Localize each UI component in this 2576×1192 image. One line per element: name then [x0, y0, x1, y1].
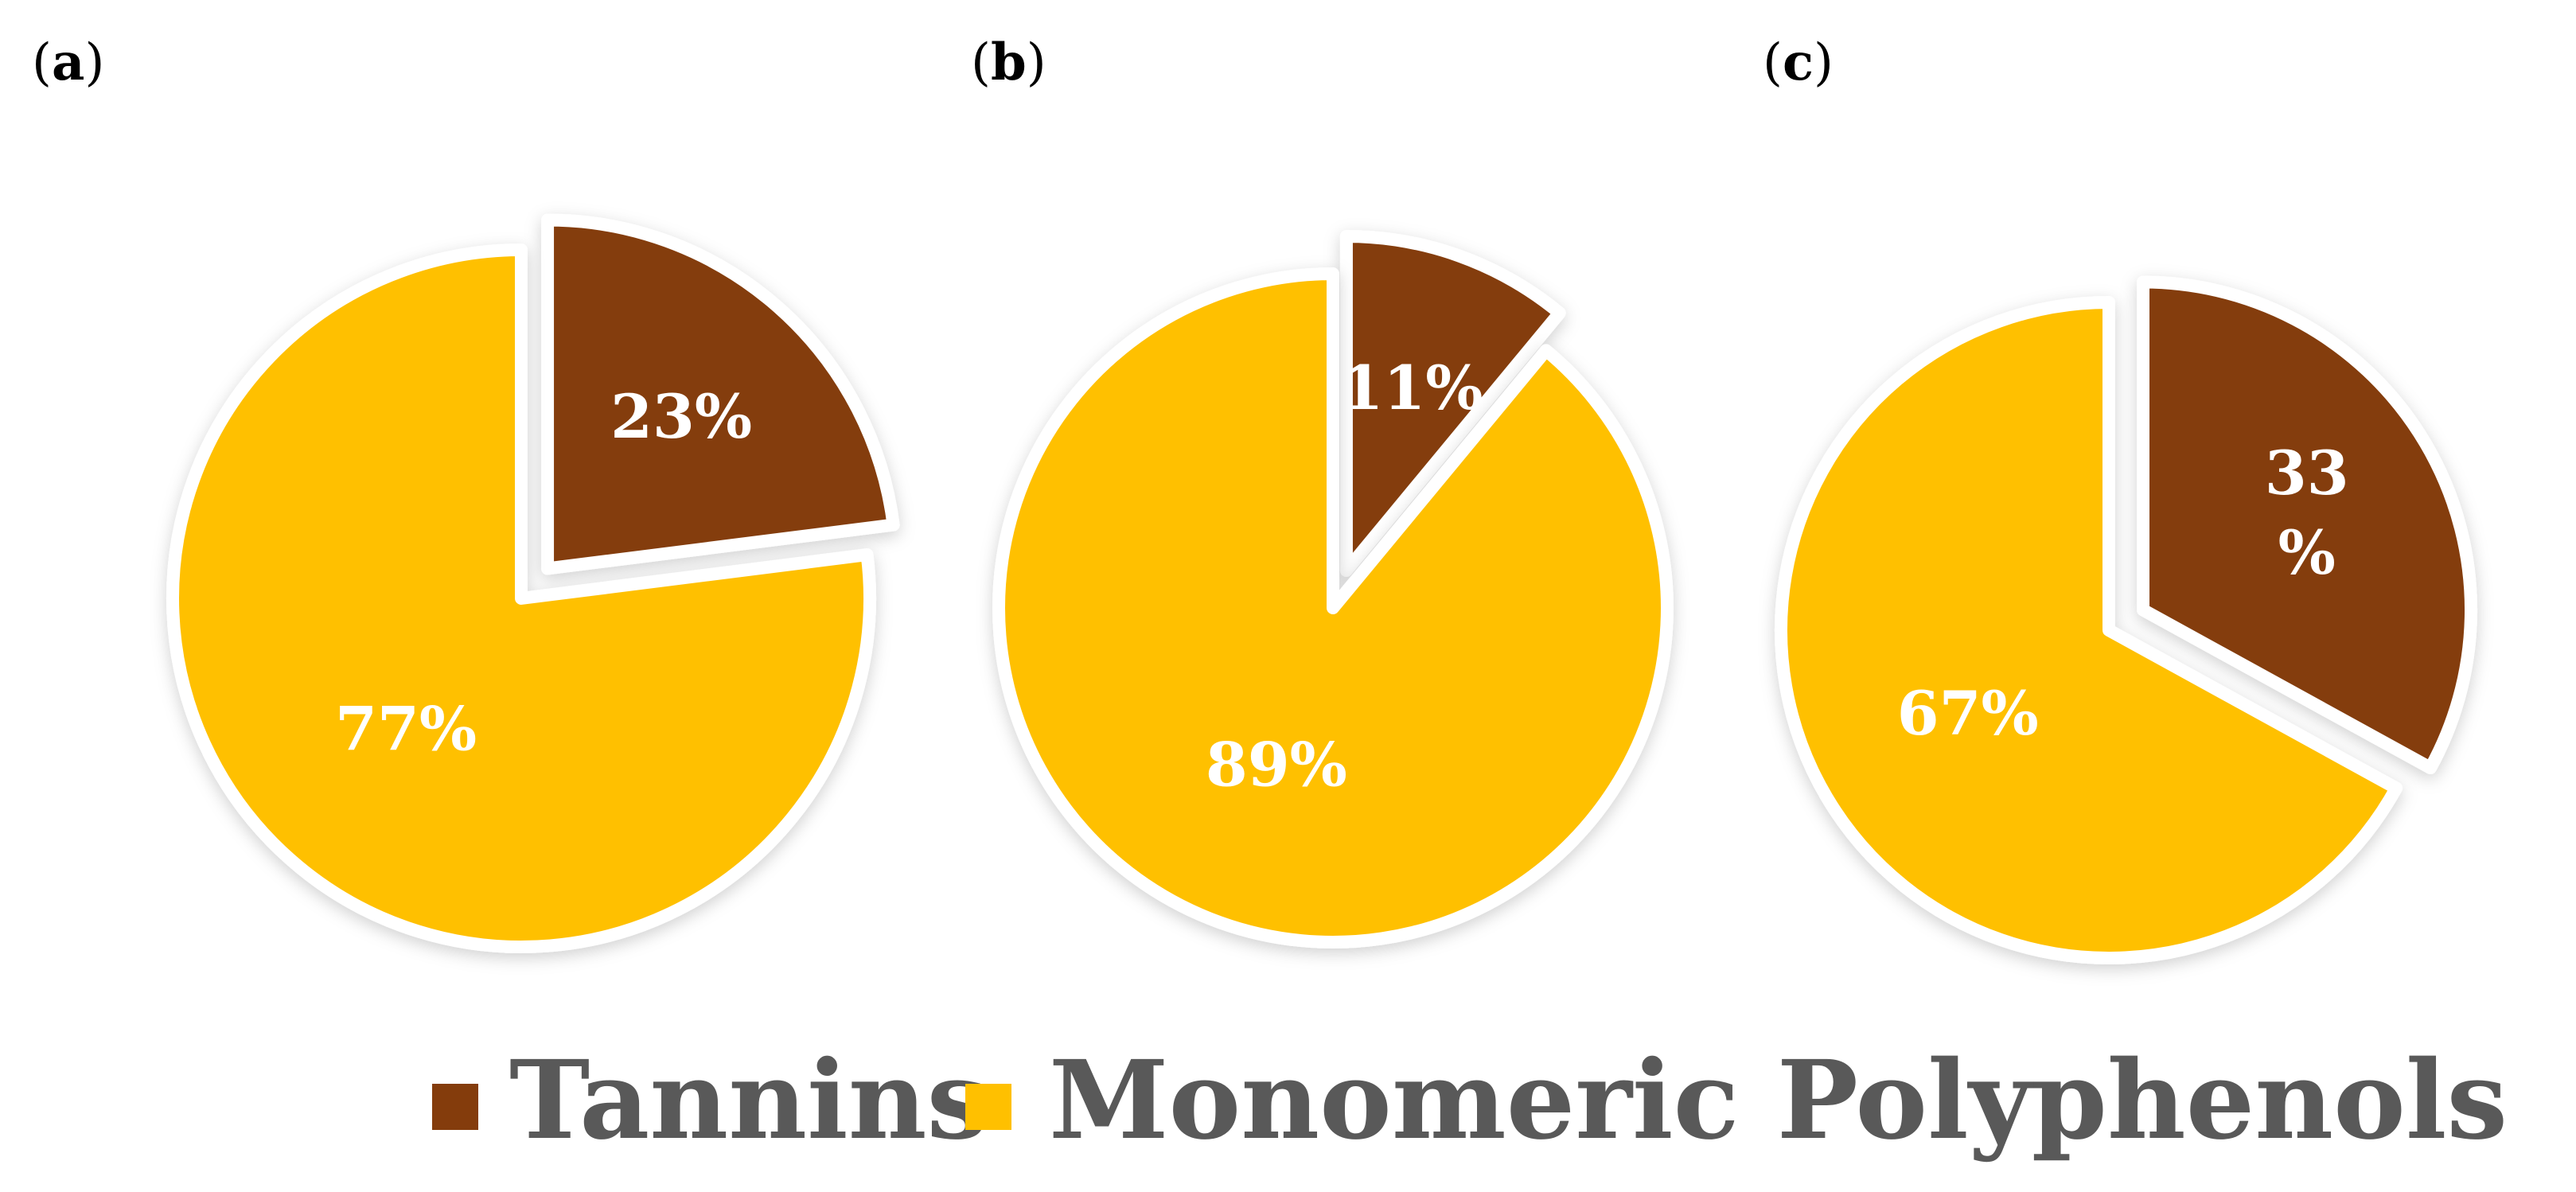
data-label-a-tannins: 23% [610, 381, 752, 452]
pie-chart-b: (b) 11% 89% [971, 33, 1674, 949]
pie-chart-a: (a) 23% 77% [32, 33, 900, 953]
panel-label-a: (a) [32, 33, 104, 92]
legend-label-tannins: Tannins [509, 1037, 988, 1164]
legend-label-monomeric-polyphenols: Monomeric Polyphenols [1049, 1037, 2508, 1164]
pie-slice-b-monomeric-polyphenols [992, 267, 1674, 949]
data-label-a-monomeric-polyphenols: 77% [335, 693, 477, 764]
panel-label-b: (b) [971, 33, 1046, 92]
data-label-b-tannins: 11% [1341, 353, 1483, 423]
pie-slice-a-monomeric-polyphenols [166, 243, 876, 953]
data-label-c-monomeric-polyphenols: 67% [1897, 678, 2039, 749]
pie-slice-c-tannins [2137, 275, 2477, 775]
panel-label-c: (c) [1763, 33, 1834, 92]
legend-swatch-tannins [432, 1084, 478, 1130]
legend-swatch-monomeric-polyphenols [965, 1084, 1011, 1130]
pie-slice-c-monomeric-polyphenols [1775, 296, 2403, 964]
pie-chart-c: (c) 33 % 67% [1763, 33, 2477, 964]
pie-slice-a-tannins [541, 213, 900, 575]
data-label-c-tannins: 33% [2265, 438, 2349, 588]
chart-legend: Tannins Monomeric Polyphenols [432, 1037, 2508, 1164]
pie-slice-b-tannins [1339, 229, 1566, 577]
data-label-b-monomeric-polyphenols: 89% [1206, 730, 1347, 801]
